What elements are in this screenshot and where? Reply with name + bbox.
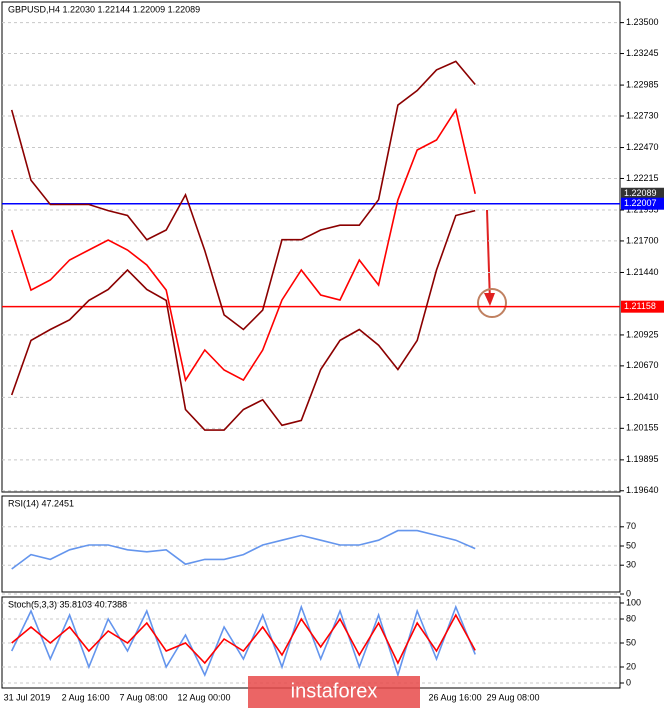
y-tick-label: 50 (626, 637, 636, 647)
y-tick-label: 0 (626, 677, 631, 687)
y-tick-label: 30 (626, 560, 636, 570)
price-label-box (621, 300, 664, 313)
price-label: 1.22007 (624, 198, 657, 208)
y-tick-label: 1.23500 (626, 17, 659, 27)
y-tick-label: 1.22985 (626, 79, 659, 89)
x-tick-label: 31 Jul 2019 (4, 692, 51, 702)
watermark: instaforex (291, 680, 378, 702)
y-tick-label: 1.21440 (626, 267, 659, 277)
arrow-head (484, 293, 495, 306)
series-line (10, 60, 476, 331)
layer: 1.23500 1.23245 1.22985 1.22730 1.22470 1.222… (2, 17, 664, 702)
y-tick-label: 0 (626, 588, 631, 598)
series-line (10, 107, 476, 383)
rsi-title: RSI(14) 47.2451 (8, 498, 74, 508)
y-tick-label: 1.20925 (626, 329, 659, 339)
y-tick-label: 1.21700 (626, 235, 659, 245)
price-label: 1.22089 (624, 188, 657, 198)
target-circle (477, 288, 507, 318)
price-label-box (621, 197, 664, 210)
price-label-box (621, 187, 664, 200)
x-tick-label: 29 Aug 08:00 (486, 692, 539, 702)
series-line (11, 529, 476, 570)
forecast-arrow (486, 209, 491, 303)
y-tick-label: 70 (626, 521, 636, 531)
y-tick-label: 20 (626, 661, 636, 671)
x-tick-label: 12 Aug 00:00 (177, 692, 230, 702)
series-line (11, 613, 476, 665)
y-tick-label: 1.22215 (626, 173, 659, 183)
x-tick-label: 2 Aug 16:00 (62, 692, 110, 702)
price-panel (1, 1, 621, 493)
y-tick-label: 1.23245 (626, 48, 659, 58)
y-tick-label: 100 (626, 597, 641, 607)
watermark-box (248, 676, 420, 708)
chart-title: GBPUSD,H4 1.22030 1.22144 1.22009 1.2208… (8, 4, 200, 14)
rsi-panel (1, 495, 621, 593)
y-tick-label: 1.20670 (626, 360, 659, 370)
stoch-title: Stoch(5,3,3) 35.8103 40.7388 (8, 599, 127, 609)
y-tick-label: 1.22730 (626, 110, 659, 120)
y-tick-label: 50 (626, 540, 636, 550)
y-tick-label: 80 (626, 613, 636, 623)
y-tick-label: 1.19640 (626, 485, 659, 495)
y-tick-label: 1.20410 (626, 392, 659, 402)
x-tick-label: 7 Aug 08:00 (120, 692, 168, 702)
y-tick-label: 1.20155 (626, 423, 659, 433)
y-tick-label: 1.22470 (626, 142, 659, 152)
y-tick-label: 1.19895 (626, 454, 659, 464)
series-line (10, 209, 476, 431)
price-label: 1.21158 (624, 301, 656, 311)
x-tick-label: 26 Aug 16:00 (429, 692, 482, 702)
series-line (10, 604, 476, 678)
